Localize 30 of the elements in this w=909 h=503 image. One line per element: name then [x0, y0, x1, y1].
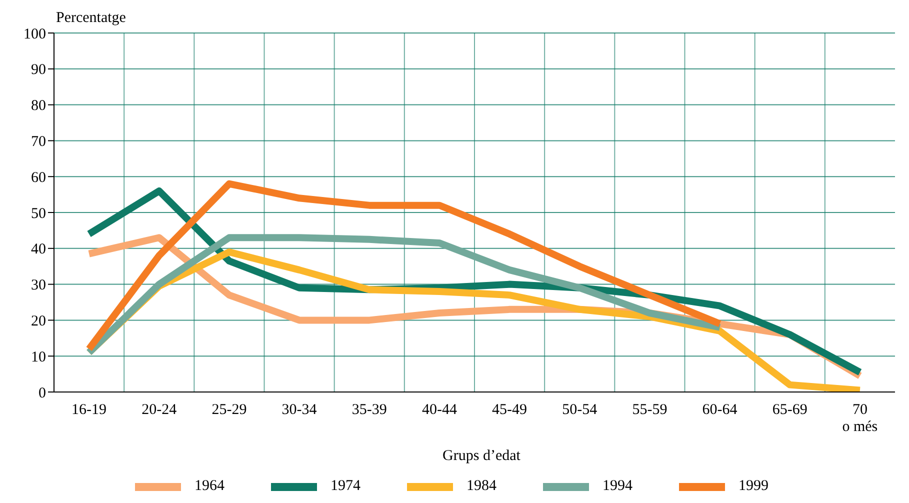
x-tick-label: 65-69 [772, 402, 808, 418]
x-tick-label: 70 o més [842, 402, 878, 435]
x-tick-label: 25-29 [212, 402, 247, 418]
x-tick-label: 55-59 [632, 402, 668, 418]
y-tick-label: 40 [31, 242, 46, 258]
y-tick-label: 10 [31, 349, 46, 366]
x-tick-label: 45-49 [492, 402, 528, 418]
y-tick-label: 80 [31, 98, 46, 114]
legend-label: 1974 [330, 478, 360, 495]
x-tick-label: 60-64 [702, 402, 738, 418]
y-tick-label: 70 [31, 134, 46, 150]
legend-label: 1994 [602, 478, 632, 495]
legend-label: 1999 [738, 478, 768, 495]
x-tick-label: 40-44 [422, 402, 458, 418]
x-axis-title: Grups d’edat [442, 448, 522, 465]
x-tick-label: 30-34 [282, 402, 318, 418]
y-axis-title: Percentatge [56, 10, 126, 27]
y-tick-label: 100 [24, 26, 46, 42]
legend-label: 1984 [466, 478, 496, 495]
y-tick-label: 20 [31, 314, 46, 330]
x-tick-label: 35-39 [352, 402, 387, 418]
y-tick-label: 60 [31, 170, 46, 186]
y-tick-label: 50 [31, 206, 46, 222]
y-tick-label: 90 [31, 62, 46, 78]
y-tick-label: 0 [38, 385, 46, 402]
y-tick-label: 30 [31, 278, 46, 294]
x-tick-label: 16-19 [72, 402, 107, 418]
x-tick-label: 20-24 [142, 402, 178, 418]
x-tick-label: 50-54 [562, 402, 598, 418]
legend-label: 1964 [194, 478, 224, 495]
